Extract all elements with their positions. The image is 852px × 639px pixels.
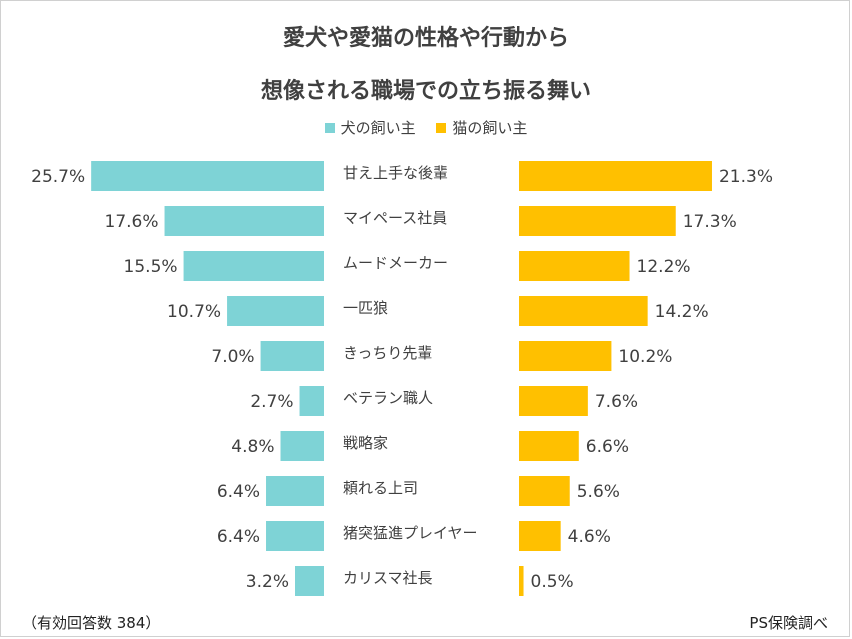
cat-bar [519, 251, 630, 281]
dog-value-label: 3.2% [246, 572, 289, 592]
dog-bar [280, 431, 324, 461]
dog-bar [295, 566, 324, 596]
category-label: 猪突猛進プレイヤー [343, 524, 478, 542]
legend-item-dog: 犬の飼い主 [324, 117, 416, 138]
cat-bar [519, 161, 712, 191]
cat-value-label: 10.2% [618, 347, 672, 367]
respondent-count-note: （有効回答数 384） [22, 614, 161, 632]
cat-value-label: 6.6% [586, 437, 629, 457]
cat-value-label: 0.5% [531, 572, 574, 592]
legend-item-cat: 猫の飼い主 [436, 117, 527, 138]
dog-value-label: 7.0% [211, 347, 254, 367]
category-label: 甘え上手な後輩 [343, 164, 448, 182]
dog-value-label: 6.4% [217, 527, 260, 547]
chart-title-line1: 愛犬や愛猫の性格や行動から [282, 26, 569, 51]
cat-bar [519, 296, 648, 326]
category-label: マイペース社員 [343, 209, 447, 227]
cat-bar [519, 476, 570, 506]
legend-label-dog: 犬の飼い主 [340, 119, 416, 137]
cat-value-label: 21.3% [719, 167, 773, 187]
dog-bar [260, 341, 324, 371]
dog-bar [266, 521, 324, 551]
dog-bar [299, 386, 324, 416]
category-label: カリスマ社長 [343, 569, 433, 587]
chart-title-line2: 想像される職場での立ち振る舞い [260, 79, 591, 104]
dog-value-label: 4.8% [231, 437, 274, 457]
cat-bar [519, 566, 524, 596]
dog-value-label: 25.7% [31, 167, 85, 187]
cat-bar [519, 341, 612, 371]
source-credit: PS保険調べ [749, 614, 828, 632]
cat-value-label: 12.2% [637, 257, 691, 277]
cat-value-label: 14.2% [655, 302, 709, 322]
cat-value-label: 7.6% [595, 392, 638, 412]
dog-value-label: 15.5% [124, 257, 178, 277]
dog-bar [91, 161, 325, 191]
cat-value-label: 17.3% [683, 212, 737, 232]
category-label: 戦略家 [343, 434, 388, 452]
cat-bar [519, 431, 579, 461]
dog-value-label: 2.7% [250, 392, 293, 412]
category-label: 頼れる上司 [343, 479, 418, 497]
category-label: ムードメーカー [343, 254, 448, 272]
dog-bar [266, 476, 324, 506]
dog-value-label: 17.6% [105, 212, 159, 232]
dog-value-label: 6.4% [217, 482, 260, 502]
cat-value-label: 5.6% [577, 482, 620, 502]
legend-swatch-cat [436, 123, 447, 133]
dog-bar [227, 296, 324, 326]
legend-swatch-dog [324, 123, 335, 133]
category-label: きっちり先輩 [343, 344, 432, 362]
legend: 犬の飼い主 猫の飼い主 [0, 117, 852, 138]
dog-bar [164, 206, 324, 236]
cat-bar [519, 521, 561, 551]
cat-value-label: 4.6% [568, 527, 611, 547]
category-label: 一匹狼 [343, 299, 388, 317]
dog-bar [183, 251, 324, 281]
cat-bar [519, 386, 588, 416]
cat-bar [519, 206, 676, 236]
dog-value-label: 10.7% [167, 302, 221, 322]
category-label: ベテラン職人 [343, 389, 433, 407]
legend-label-cat: 猫の飼い主 [452, 119, 528, 137]
